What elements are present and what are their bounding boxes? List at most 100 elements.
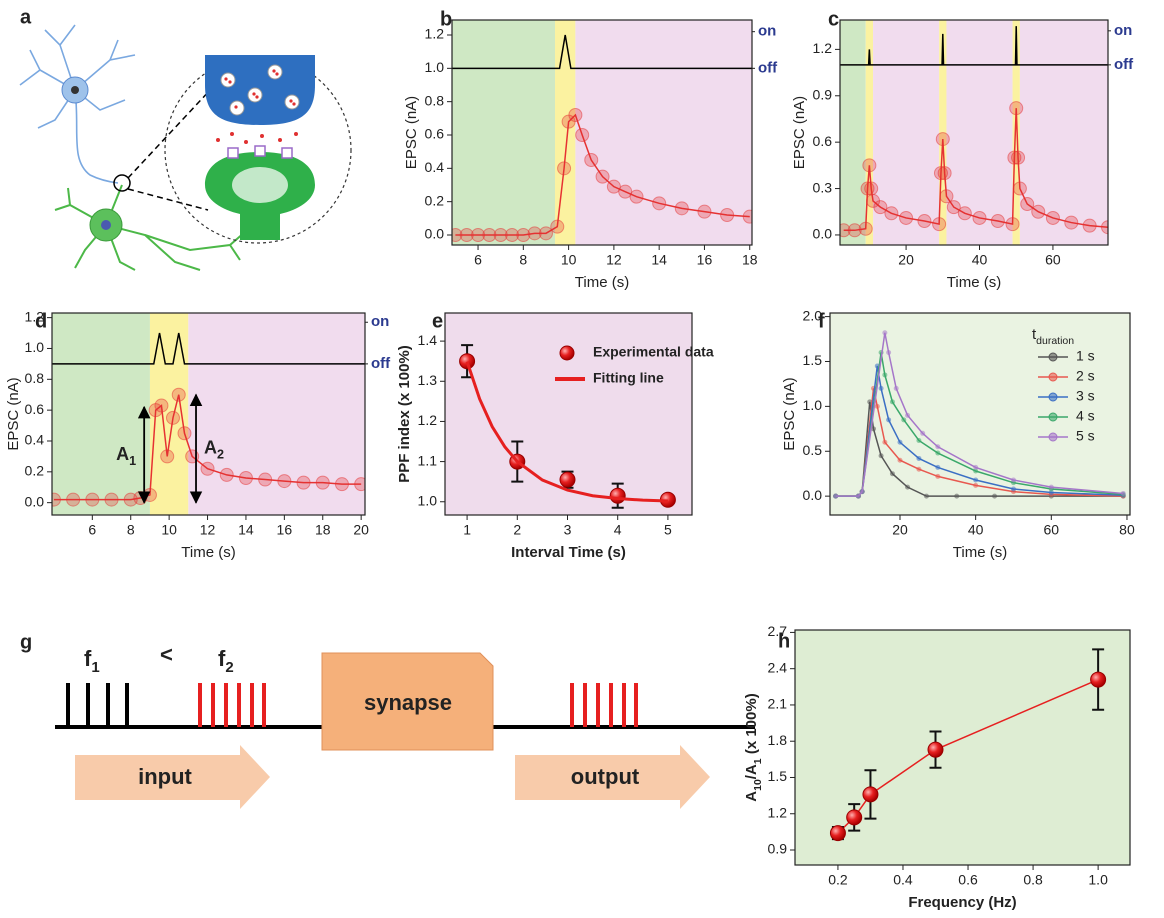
data-point [258, 472, 273, 487]
data-point [1011, 150, 1026, 165]
data-point [939, 189, 954, 204]
legend-marker [559, 345, 575, 361]
data-point [104, 492, 119, 507]
x-tick-label: 16 [697, 252, 713, 268]
neuron-diagram-part [19, 24, 136, 184]
y2-tick-label: off [758, 59, 778, 76]
panel-letter: e [432, 310, 443, 332]
y2-tick-label: on [1114, 22, 1132, 39]
plot-area [452, 34, 752, 242]
y-tick-label: 1.2 [425, 26, 445, 42]
data-point [219, 467, 234, 482]
data-point [992, 493, 998, 499]
plot-area [459, 344, 676, 509]
label-part: A [204, 437, 217, 457]
x-tick-label: 0.4 [893, 872, 913, 888]
y-tick-label: 0.8 [25, 370, 45, 386]
data-point [916, 455, 922, 461]
plot-area [833, 330, 1126, 499]
x-axis-label: Time (s) [947, 274, 1001, 291]
data-point [878, 453, 884, 459]
data-point [957, 206, 972, 221]
plot-background [795, 630, 1130, 865]
data-point [238, 470, 253, 485]
data-point [200, 461, 215, 476]
series-line [840, 26, 1108, 66]
y-tick-label: 1.5 [803, 352, 823, 368]
data-point [471, 228, 486, 242]
legend-marker [1048, 412, 1058, 422]
data-point [1007, 150, 1022, 165]
amplitude-label: A1 [116, 444, 136, 469]
x-tick-label: 4 [614, 522, 622, 538]
neuron-diagram-part-part [216, 138, 220, 142]
x-tick-label: 40 [972, 252, 988, 268]
data-point [933, 166, 948, 181]
data-point [550, 219, 565, 234]
x-tick-label: 6 [88, 522, 96, 538]
x-tick-label: 8 [127, 522, 135, 538]
subscript: 1 [129, 454, 136, 468]
subscript: 1 [91, 659, 99, 676]
data-point [557, 161, 572, 176]
label-part: A [116, 444, 129, 464]
neuron-diagram-part-part [19, 24, 136, 184]
data-point [954, 493, 960, 499]
data-point [833, 493, 839, 499]
data-point [452, 228, 463, 242]
data-point [171, 387, 186, 402]
relation-label: < [160, 642, 173, 667]
neuron-diagram-part-part [260, 134, 264, 138]
data-point [860, 181, 875, 196]
label-part: f [218, 646, 226, 671]
legend-label: 2 s [1076, 368, 1095, 384]
y-tick-label: 1.3 [418, 372, 438, 388]
x-axis-label: Frequency (Hz) [908, 894, 1016, 911]
data-point [886, 417, 892, 423]
synapse-label: synapse [364, 690, 452, 715]
axes-frame [51, 312, 366, 516]
data-point [973, 477, 979, 483]
x-tick-label: 10 [161, 522, 177, 538]
y-axis-label: EPSC (nA) [403, 96, 420, 169]
plot-area [840, 26, 1108, 238]
data-point [493, 228, 508, 242]
axes-frame [451, 19, 753, 246]
subscript: 1 [752, 758, 764, 764]
x-axis-label: Time (s) [575, 274, 629, 291]
neuron-diagram-part-part [292, 102, 296, 106]
data-point [973, 464, 979, 470]
f1-label: f1 [84, 646, 100, 677]
data-point [334, 477, 349, 492]
data-point [142, 487, 157, 502]
legend-title: tduration [1032, 326, 1074, 347]
label-part: /A [743, 764, 760, 779]
data-point [629, 189, 644, 204]
neuron-diagram-part-part [252, 92, 256, 96]
data-point [1048, 490, 1054, 496]
panel-letter: h [778, 630, 790, 652]
data-point [720, 208, 735, 222]
x-tick-label: 3 [564, 522, 572, 538]
data-point [905, 484, 911, 490]
x-tick-label: 1 [463, 522, 471, 538]
x-tick-label: 12 [200, 522, 216, 538]
y-tick-label: 1.0 [425, 59, 445, 75]
label-part: f [84, 646, 92, 671]
legend-label: 1 s [1076, 348, 1095, 364]
x-tick-label: 16 [277, 522, 293, 538]
data-point [973, 468, 979, 474]
data-point [559, 471, 576, 488]
data-point [1010, 486, 1016, 492]
series-line [52, 332, 365, 365]
data-point [916, 437, 922, 443]
y-tick-label: 0.2 [425, 192, 445, 208]
stimulus-region [865, 20, 874, 245]
x-tick-label: 14 [651, 252, 667, 268]
data-point [1082, 218, 1097, 233]
neuron-diagram-part-part [54, 184, 246, 271]
input-label: input [138, 764, 192, 789]
subscript: duration [1036, 335, 1074, 347]
data-point [897, 457, 903, 463]
synapse-diagram-part [321, 652, 494, 751]
